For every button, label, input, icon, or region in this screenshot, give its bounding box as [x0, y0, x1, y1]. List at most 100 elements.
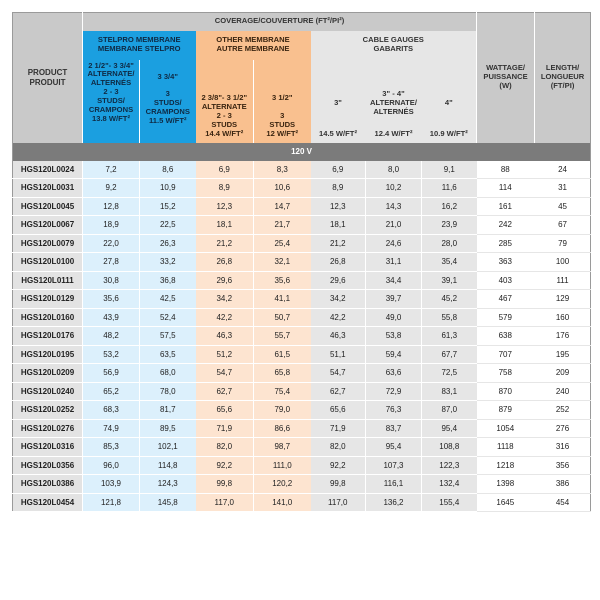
header-coverage: COVERAGE/COUVERTURE (FT²/PI²) — [82, 12, 477, 31]
cable-gauge-3-4: 3" - 4" ALTERNATE/ ALTERNÉS — [370, 88, 417, 116]
value-cell: 50,7 — [253, 308, 311, 327]
value-cell: 26,3 — [139, 234, 196, 253]
value-cell: 39,7 — [365, 289, 422, 309]
value-cell: 35,6 — [82, 289, 140, 309]
table-row: HGS120L0356 96,0 114,8 92,2 111,0 92,2 107,3 12… — [12, 456, 591, 475]
value-cell: 30,8 — [82, 271, 140, 290]
value-cell: 103,9 — [82, 474, 140, 494]
value-cell: 32,1 — [253, 252, 311, 272]
product-code-cell: HGS120L0031 — [12, 178, 83, 198]
header-stelpro-3-3-4: 3 3/4" 3 STUDS/ CRAMPONS 11.5 W/FT² — [139, 59, 196, 143]
value-cell: 8,3 — [253, 160, 311, 179]
value-cell: 86,6 — [253, 419, 311, 438]
value-cell: 121,8 — [82, 493, 140, 512]
value-cell: 12,8 — [82, 197, 140, 216]
value-cell: 35,4 — [421, 252, 477, 272]
value-cell: 61,5 — [253, 345, 311, 364]
header-other-alt: 2 3/8"- 3 1/2" ALTERNATE 2 - 3 STUDS 14.… — [195, 59, 254, 143]
value-cell: 758 — [476, 363, 536, 383]
product-code-cell: HGS120L0079 — [12, 234, 83, 253]
value-cell: 1398 — [476, 474, 536, 494]
value-cell: 71,9 — [310, 419, 366, 438]
value-cell: 88 — [476, 160, 536, 179]
cable-gauge-3: 3" — [334, 97, 342, 107]
value-cell: 117,0 — [195, 493, 254, 512]
value-cell: 92,2 — [310, 456, 366, 475]
table-row: HGS120L0176 48,2 57,5 46,3 55,7 46,3 53,8 61,3 6… — [12, 326, 591, 346]
value-cell: 95,4 — [421, 419, 477, 438]
value-cell: 24,6 — [365, 234, 422, 253]
value-cell: 240 — [534, 382, 591, 401]
value-cell: 14,7 — [253, 197, 311, 216]
value-cell: 62,7 — [195, 382, 254, 401]
table-row: HGS120L0111 30,8 36,8 29,6 35,6 29,6 34,4 39,1 4… — [12, 271, 591, 290]
product-code-cell: HGS120L0386 — [12, 474, 83, 494]
cable-watts-3-4: 12.4 W/FT² — [374, 128, 413, 138]
product-code-cell: HGS120L0129 — [12, 289, 83, 309]
value-cell: 67,7 — [421, 345, 477, 364]
table-row: HGS120L0240 65,2 78,0 62,7 75,4 62,7 72,9 83,1 8… — [12, 382, 591, 401]
value-cell: 136,2 — [365, 493, 422, 512]
value-cell: 35,6 — [253, 271, 311, 290]
value-cell: 98,7 — [253, 437, 311, 457]
value-cell: 41,1 — [253, 289, 311, 309]
value-cell: 63,6 — [365, 363, 422, 383]
value-cell: 99,8 — [195, 474, 254, 494]
value-cell: 176 — [534, 326, 591, 346]
table-row: HGS120L0129 35,6 42,5 34,2 41,1 34,2 39,7 45,2 4… — [12, 289, 591, 309]
value-cell: 454 — [534, 493, 591, 512]
value-cell: 386 — [534, 474, 591, 494]
value-cell: 55,8 — [421, 308, 477, 327]
table-row: HGS120L0024 7,2 8,6 6,9 8,3 6,9 8,0 9,1 88 24 — [12, 160, 591, 179]
cable-gauge-4: 4" — [444, 97, 453, 107]
product-code-cell: HGS120L0240 — [12, 382, 83, 401]
value-cell: 1118 — [476, 437, 536, 457]
value-cell: 22,0 — [82, 234, 140, 253]
value-cell: 28,0 — [421, 234, 477, 253]
value-cell: 21,2 — [310, 234, 366, 253]
value-cell: 25,4 — [253, 234, 311, 253]
value-cell: 76,3 — [365, 400, 422, 420]
value-cell: 67 — [534, 215, 591, 235]
value-cell: 65,6 — [310, 400, 366, 420]
table-row: HGS120L0195 53,2 63,5 51,2 61,5 51,1 59,4 67,7 7… — [12, 345, 591, 364]
value-cell: 356 — [534, 456, 591, 475]
value-cell: 31 — [534, 178, 591, 198]
value-cell: 82,0 — [310, 437, 366, 457]
header-product: PRODUCT PRODUIT — [12, 12, 83, 143]
value-cell: 79 — [534, 234, 591, 253]
value-cell: 42,2 — [195, 308, 254, 327]
value-cell: 52,4 — [139, 308, 196, 327]
table-row: HGS120L0386 103,9 124,3 99,8 120,2 99,8 116,1 1… — [12, 474, 591, 494]
value-cell: 100 — [534, 252, 591, 272]
value-cell: 120,2 — [253, 474, 311, 494]
product-code-cell: HGS120L0276 — [12, 419, 83, 438]
value-cell: 242 — [476, 215, 536, 235]
header-cable-3-4: 3" - 4" ALTERNATE/ ALTERNÉS 12.4 W/FT² — [365, 59, 422, 143]
value-cell: 43,9 — [82, 308, 140, 327]
value-cell: 29,6 — [195, 271, 254, 290]
value-cell: 107,3 — [365, 456, 422, 475]
value-cell: 53,2 — [82, 345, 140, 364]
value-cell: 12,3 — [310, 197, 366, 216]
value-cell: 85,3 — [82, 437, 140, 457]
value-cell: 879 — [476, 400, 536, 420]
value-cell: 57,5 — [139, 326, 196, 346]
value-cell: 21,0 — [365, 215, 422, 235]
value-cell: 68,0 — [139, 363, 196, 383]
value-cell: 195 — [534, 345, 591, 364]
value-cell: 252 — [534, 400, 591, 420]
value-cell: 27,8 — [82, 252, 140, 272]
value-cell: 65,6 — [195, 400, 254, 420]
value-cell: 68,3 — [82, 400, 140, 420]
value-cell: 8,9 — [195, 178, 254, 198]
value-cell: 22,5 — [139, 215, 196, 235]
value-cell: 8,6 — [139, 160, 196, 179]
value-cell: 81,7 — [139, 400, 196, 420]
value-cell: 403 — [476, 271, 536, 290]
value-cell: 42,5 — [139, 289, 196, 309]
value-cell: 18,9 — [82, 215, 140, 235]
value-cell: 79,0 — [253, 400, 311, 420]
value-cell: 117,0 — [310, 493, 366, 512]
value-cell: 45,2 — [421, 289, 477, 309]
